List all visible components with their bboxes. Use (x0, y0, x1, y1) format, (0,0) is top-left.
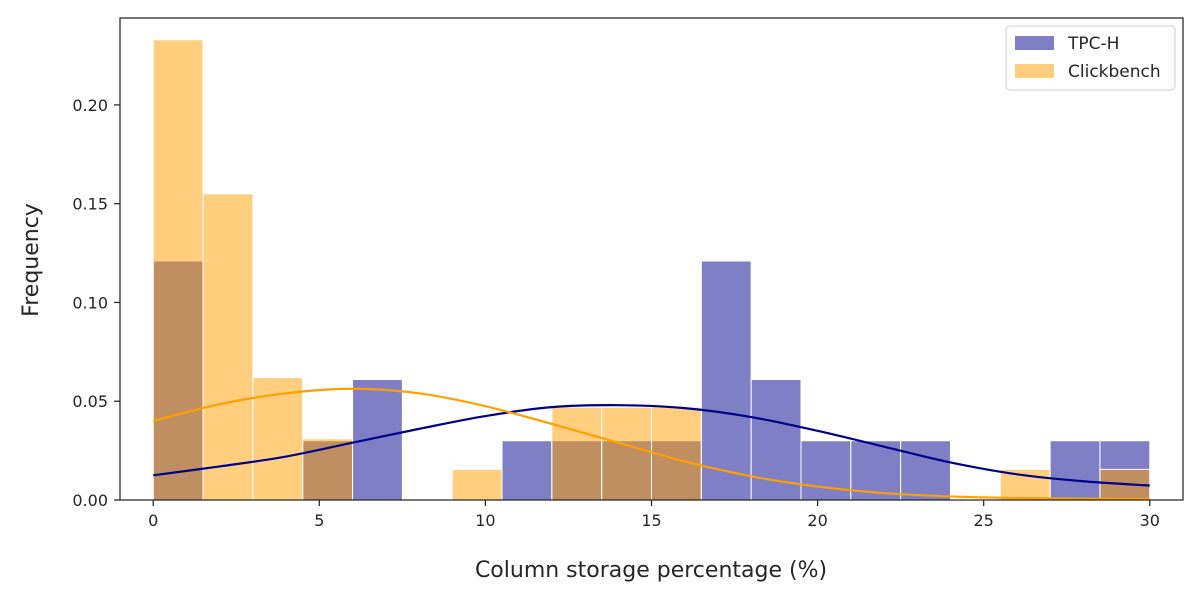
kde-line-tpch (153, 404, 1150, 487)
bar-clickbench-6 (451, 468, 503, 501)
x-tick-label: 30 (1140, 511, 1160, 530)
bar-tpch-11 (700, 260, 752, 501)
legend-swatch-tpch (1015, 36, 1054, 50)
legend: TPC-H Clickbench (1005, 25, 1176, 91)
bar-clickbench-0 (152, 39, 204, 501)
y-tick-label: 0.10 (72, 293, 108, 312)
histogram-bars (152, 39, 1151, 501)
x-tick-label: 15 (641, 511, 661, 530)
y-tick-label: 0.05 (72, 392, 108, 411)
legend-swatch-clickbench (1015, 64, 1054, 78)
kde-line-clickbench (152, 387, 1150, 500)
bar-tpch-15 (900, 440, 951, 501)
y-axis-ticks: 0.00 0.05 0.10 0.15 0.20 (72, 96, 120, 510)
legend-label-tpch: TPC-H (1067, 34, 1119, 54)
y-tick-label: 0.00 (72, 491, 108, 510)
bar-tpch-18 (1049, 440, 1101, 501)
bar-tpch-12 (750, 379, 802, 501)
x-axis-ticks: 0 5 10 15 20 25 30 (148, 500, 1160, 530)
y-axis-label: Frequency (19, 203, 44, 317)
bar-clickbench-9 (601, 406, 652, 501)
x-axis-label: Column storage percentage (%) (475, 558, 827, 583)
bar-clickbench-8 (551, 406, 603, 501)
bar-tpch-7 (501, 440, 553, 501)
bar-clickbench-2 (252, 377, 304, 501)
x-tick-label: 10 (475, 511, 495, 530)
x-tick-label: 25 (974, 511, 994, 530)
bar-tpch-13 (800, 440, 852, 501)
y-tick-label: 0.15 (72, 195, 108, 214)
x-tick-label: 0 (148, 511, 158, 530)
legend-label-clickbench: Clickbench (1068, 62, 1161, 82)
bar-clickbench-1 (202, 193, 254, 501)
x-tick-label: 5 (314, 511, 324, 530)
x-tick-label: 20 (807, 511, 827, 530)
y-tick-label: 0.20 (72, 96, 108, 115)
kde-curves (152, 387, 1150, 500)
bar-tpch-4 (352, 379, 403, 501)
